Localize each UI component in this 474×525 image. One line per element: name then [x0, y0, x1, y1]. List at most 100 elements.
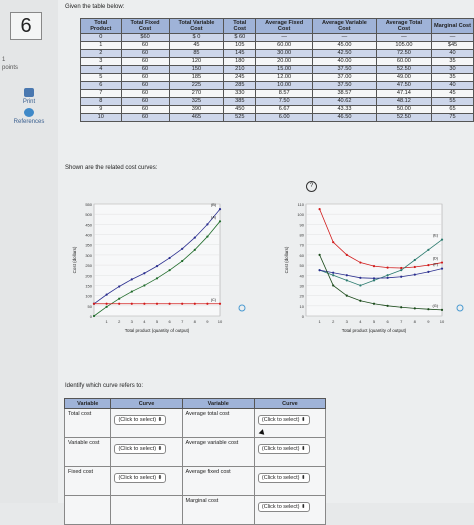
- data-point: [372, 279, 376, 282]
- table-cell: 72.50: [375, 49, 433, 58]
- y-tick-label: 80: [300, 233, 305, 238]
- data-point: [332, 241, 335, 244]
- cost-table-header: Average Total Cost: [375, 18, 433, 34]
- table-cell: 50.00: [375, 105, 433, 114]
- curve-select[interactable]: (Click to select) ⬍: [257, 415, 310, 425]
- table-row: Fixed cost (Click to select) ⬍ Average fix…: [63, 466, 327, 496]
- data-point: [92, 302, 96, 305]
- table-cell: 49.00: [375, 73, 433, 82]
- table-row: Variable cost (Click to select) ⬍ Average …: [63, 437, 327, 467]
- question-content: Given the table below: Total Product Tota…: [58, 0, 474, 525]
- y-tick-label: 0: [302, 314, 305, 319]
- y-tick-label: 50: [300, 263, 305, 268]
- variable-label: Average variable cost: [181, 437, 255, 467]
- table-row: 5 60 185 245 12.00 37.00 49.00 35: [80, 73, 474, 82]
- table-cell: 60: [120, 41, 170, 50]
- table-cell: 390: [168, 105, 225, 114]
- table-cell: 45: [168, 41, 225, 50]
- intro-text: Given the table below:: [65, 4, 125, 10]
- curve-select[interactable]: (Click to select) ⬍: [114, 415, 167, 425]
- data-point: [413, 265, 416, 269]
- cost-table-header: Total Fixed Cost: [120, 18, 170, 34]
- curve-cell: (Click to select) ⬍: [253, 437, 327, 467]
- data-point: [168, 269, 171, 272]
- help-icon[interactable]: ?: [306, 181, 317, 192]
- variable-label: Fixed cost: [63, 466, 112, 496]
- data-point: [413, 258, 416, 262]
- table-cell: 60: [120, 97, 170, 106]
- y-tick-label: 250: [85, 263, 92, 268]
- points-label: 1 points: [2, 57, 19, 71]
- table-cell: 8.57: [255, 89, 314, 98]
- table-cell: 285: [223, 81, 257, 90]
- references-button[interactable]: References: [0, 108, 58, 125]
- data-point: [218, 220, 222, 223]
- data-point: [359, 299, 362, 302]
- table-cell: 40.00: [312, 57, 377, 66]
- curve-select[interactable]: (Click to select) ⬍: [114, 444, 167, 454]
- data-point: [155, 277, 159, 280]
- table-cell: 7.50: [255, 97, 314, 106]
- curve-select[interactable]: (Click to select) ⬍: [257, 444, 310, 454]
- x-tick-label: 7: [181, 319, 184, 324]
- data-point: [206, 223, 209, 226]
- refresh-icon[interactable]: [456, 304, 464, 312]
- data-point: [168, 302, 171, 305]
- curve-cell: (Click to select) ⬍: [110, 466, 183, 496]
- table-cell: 385: [223, 97, 257, 106]
- table-cell: 6.67: [255, 105, 314, 114]
- y-tick-label: 110: [298, 202, 305, 207]
- match-table-header: Curve: [110, 398, 183, 409]
- series-line: [319, 268, 443, 279]
- series-label: (G): [433, 304, 439, 308]
- table-cell: 525: [223, 113, 257, 122]
- y-tick-label: 100: [297, 212, 304, 217]
- left-panel: 6 1 points Print References: [0, 0, 59, 503]
- table-row: 2 60 85 145 30.00 42.50 72.50 40: [80, 49, 474, 58]
- table-cell: 52.50: [375, 65, 433, 74]
- x-tick-label: 2: [332, 319, 335, 324]
- table-cell: 4: [80, 65, 122, 74]
- data-point: [206, 302, 209, 305]
- table-cell: $ 60: [223, 33, 257, 42]
- data-point: [318, 269, 321, 272]
- table-cell: 37.50: [312, 65, 377, 74]
- table-cell: 60: [120, 65, 170, 74]
- print-button[interactable]: Print: [0, 88, 58, 105]
- refresh-icon[interactable]: [238, 304, 246, 312]
- data-point: [345, 274, 348, 277]
- table-cell: $ 0: [168, 33, 225, 42]
- table-cell: 60: [120, 81, 170, 90]
- table-cell: 52.50: [375, 113, 433, 122]
- table-cell: 48.12: [375, 97, 433, 106]
- table-cell: 40: [431, 81, 474, 90]
- data-point: [359, 261, 362, 264]
- table-cell: 60: [120, 105, 170, 114]
- curve-cell: (Click to select) ⬍: [253, 408, 327, 438]
- table-cell: $45: [431, 41, 474, 50]
- table-cell: 40.62: [312, 97, 377, 106]
- variable-label: Total cost: [63, 408, 112, 438]
- x-tick-label: 6: [386, 319, 389, 324]
- data-point: [400, 269, 403, 272]
- cost-table-header: Total Variable Cost: [168, 18, 225, 34]
- data-point: [118, 297, 121, 300]
- y-tick-label: 0: [90, 314, 93, 319]
- data-point: [427, 270, 430, 273]
- y-tick-label: 300: [85, 253, 92, 258]
- curve-select[interactable]: (Click to select) ⬍: [257, 502, 310, 512]
- x-tick-label: 4: [359, 319, 362, 324]
- curve-select[interactable]: (Click to select) ⬍: [114, 473, 167, 483]
- table-cell: 46.50: [312, 113, 377, 122]
- curve-select[interactable]: (Click to select) ⬍: [257, 473, 310, 483]
- variable-label: Average total cost: [181, 408, 255, 438]
- series-label: (E): [433, 234, 439, 238]
- table-cell: 15.00: [255, 65, 314, 74]
- data-point: [400, 275, 403, 278]
- references-icon: [24, 108, 34, 117]
- x-tick-label: 5: [373, 319, 376, 324]
- table-cell: 3: [80, 57, 122, 66]
- data-point: [440, 261, 444, 264]
- match-table-header: Variable: [181, 398, 255, 409]
- total-cost-chart: 0 50 100 150 200 250 300 350 400 450 500 550 1 2 3 4 5 6 7…: [72, 202, 223, 333]
